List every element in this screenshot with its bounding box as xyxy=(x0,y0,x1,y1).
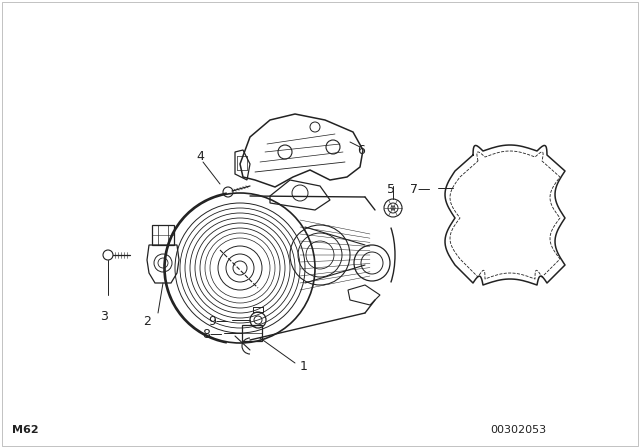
Text: 7—: 7— xyxy=(410,183,431,196)
Text: 3: 3 xyxy=(100,310,108,323)
Text: M62: M62 xyxy=(12,425,38,435)
Text: 4: 4 xyxy=(196,150,204,163)
Text: 5: 5 xyxy=(387,183,395,196)
Text: 00302053: 00302053 xyxy=(490,425,546,435)
Text: 1: 1 xyxy=(300,360,308,373)
Text: 6: 6 xyxy=(357,144,365,157)
Text: 9—: 9— xyxy=(208,315,228,328)
Text: 2: 2 xyxy=(143,315,151,328)
Text: 8—: 8— xyxy=(202,328,223,341)
